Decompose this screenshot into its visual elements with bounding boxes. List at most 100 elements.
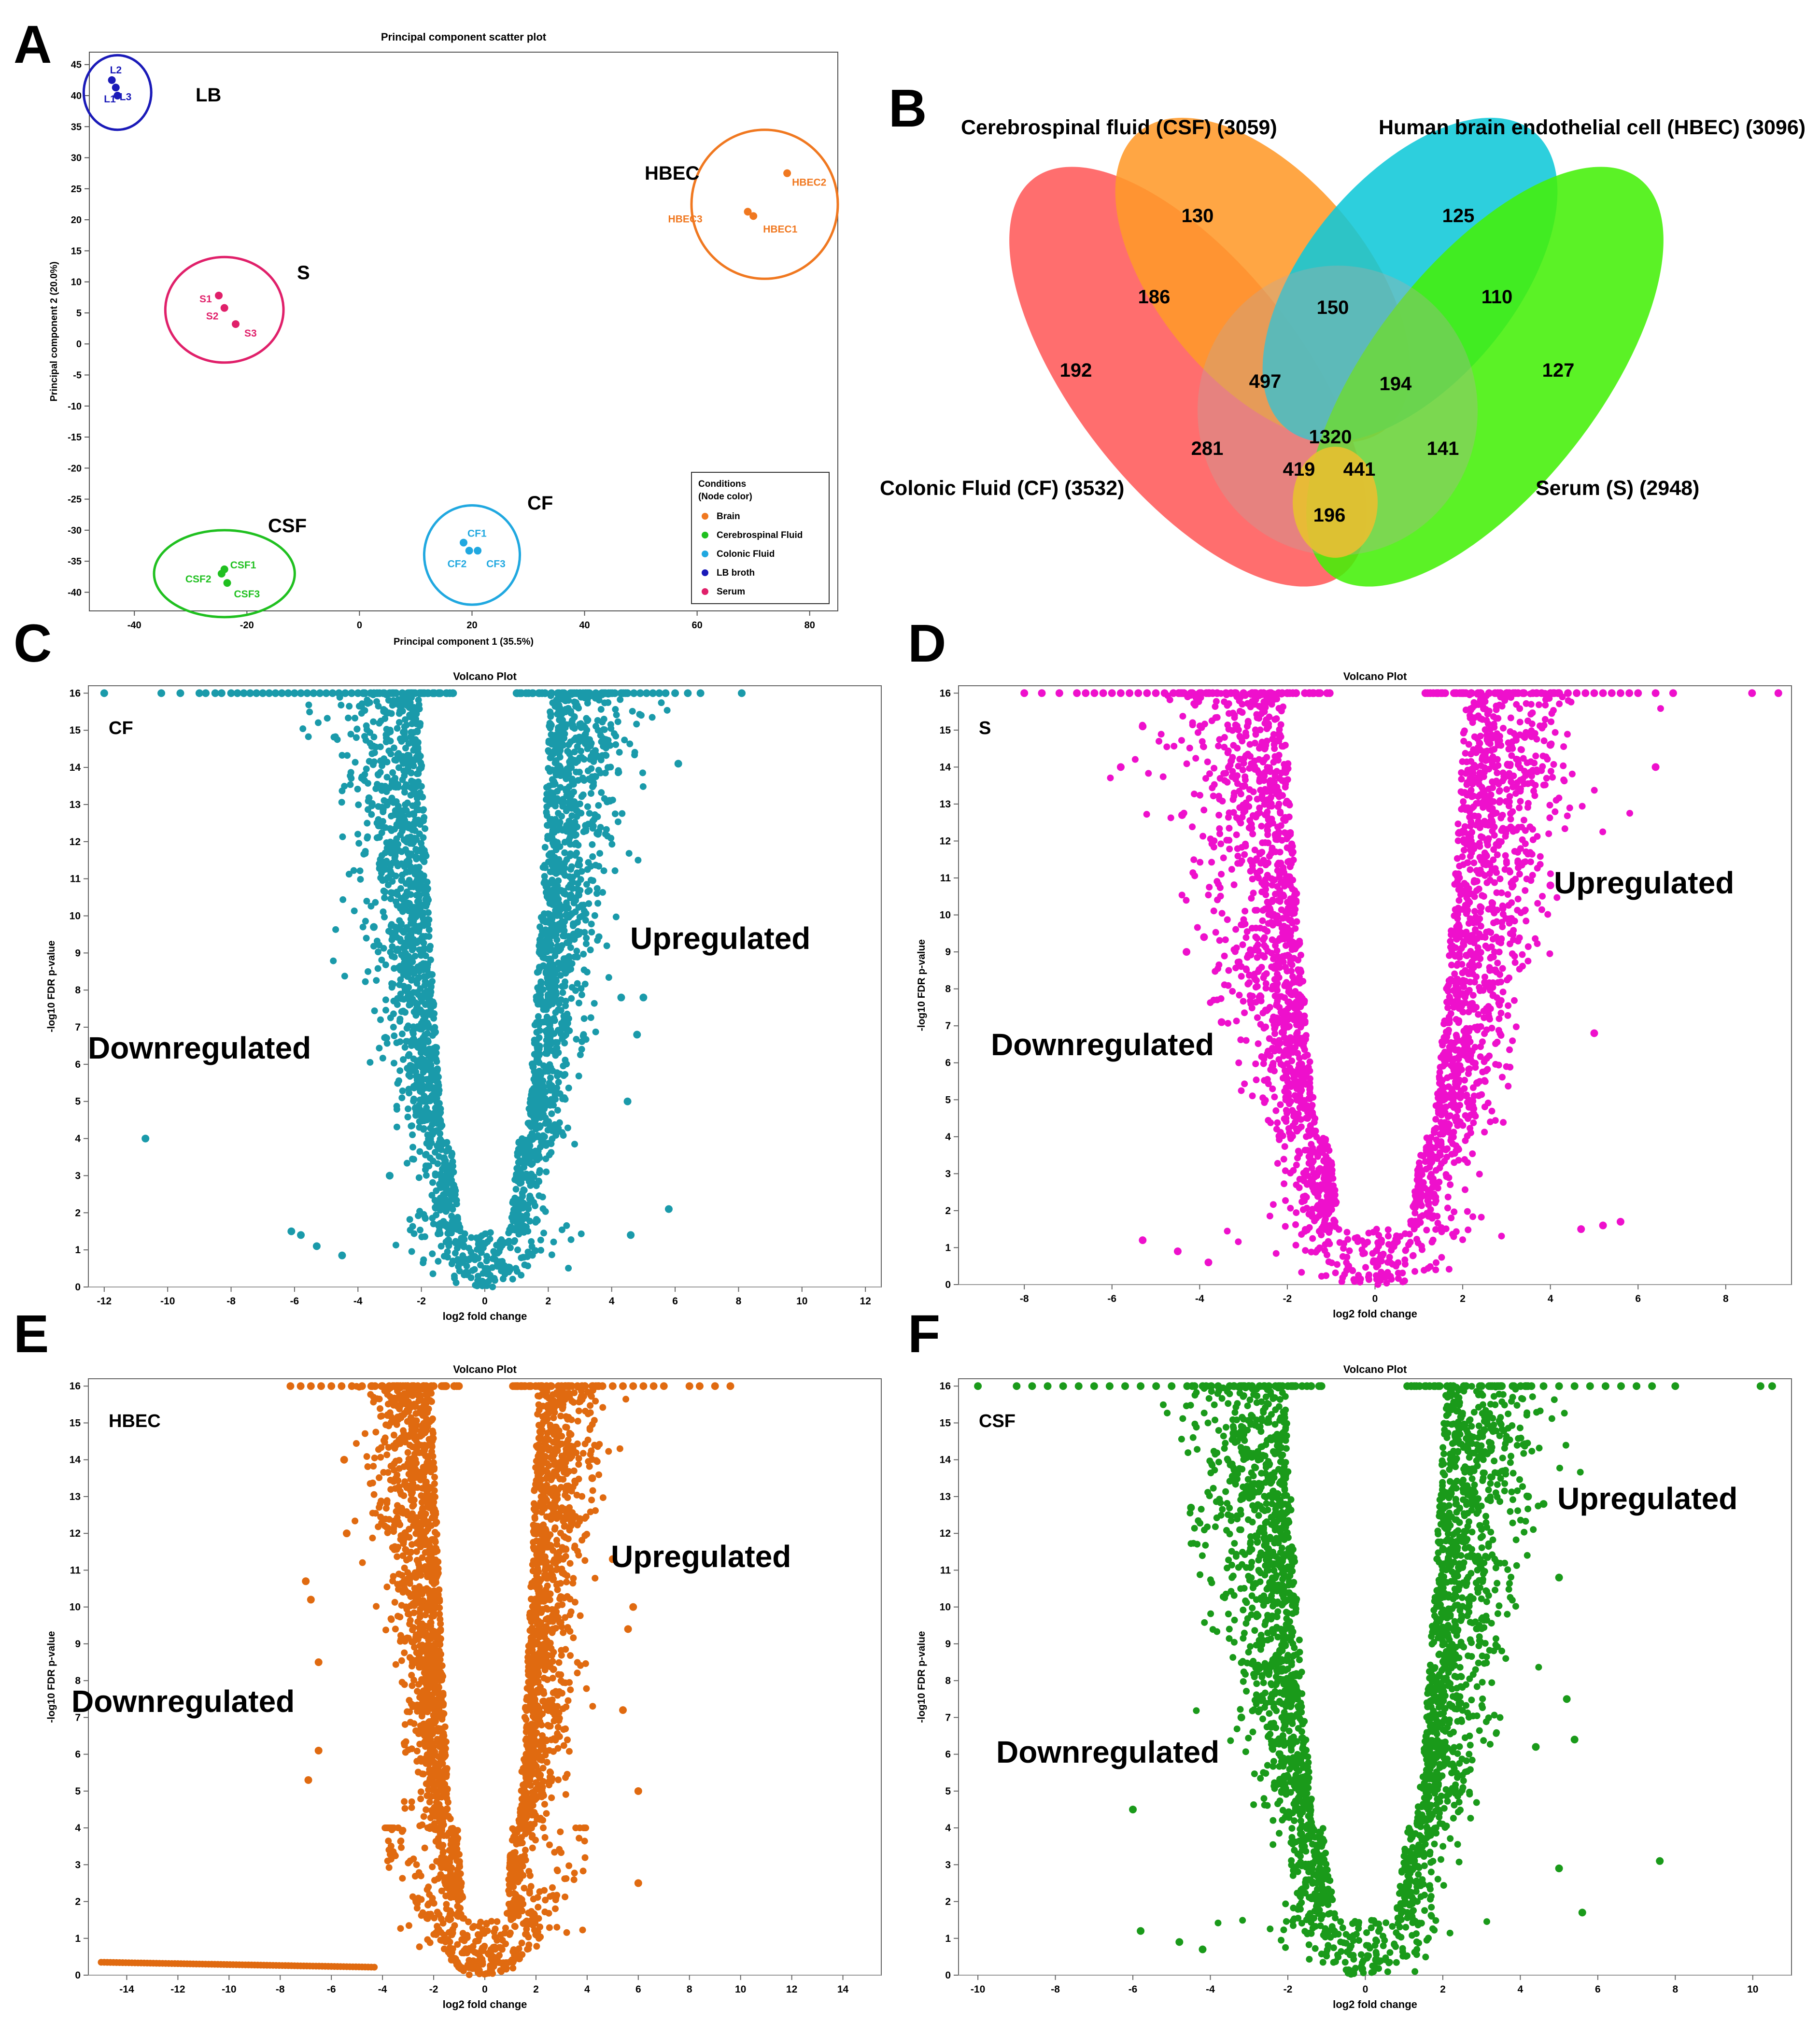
volcano-point xyxy=(334,736,341,743)
volcano-point xyxy=(555,1078,562,1086)
volcano-point xyxy=(437,1184,444,1191)
volcano-point xyxy=(381,715,389,722)
volcano-point xyxy=(397,885,404,892)
volcano-point xyxy=(633,721,640,728)
volcano-point xyxy=(542,1155,550,1162)
volcano-point xyxy=(534,969,541,976)
volcano-point xyxy=(414,848,421,855)
volcano-point xyxy=(1214,896,1221,904)
volcano-point xyxy=(430,1084,437,1091)
volcano-point xyxy=(463,1262,470,1270)
volcano-point xyxy=(429,1158,437,1165)
volcano-point xyxy=(330,957,337,964)
volcano-point xyxy=(1499,965,1506,972)
pca-legend-swatch xyxy=(702,588,708,595)
volcano-point xyxy=(1242,907,1249,915)
volcano-point xyxy=(413,855,420,863)
volcano-point xyxy=(339,833,346,840)
volcano-point xyxy=(1438,1224,1445,1231)
volcano-point xyxy=(528,1151,536,1159)
volcano-point xyxy=(573,1035,580,1043)
volcano-x-tick-label: -2 xyxy=(1283,1293,1292,1304)
volcano-point xyxy=(1178,891,1185,899)
volcano-point xyxy=(580,756,588,763)
volcano-point xyxy=(580,777,588,784)
volcano-point xyxy=(1510,997,1518,1004)
volcano-point xyxy=(408,1248,415,1255)
volcano-point xyxy=(554,788,561,795)
volcano-point xyxy=(1384,1226,1392,1233)
volcano-point xyxy=(401,789,408,796)
volcano-point xyxy=(566,833,574,840)
volcano-point xyxy=(420,876,427,883)
volcano-point xyxy=(403,1038,410,1045)
volcano-point xyxy=(345,871,353,878)
volcano-point xyxy=(378,852,385,859)
volcano-point xyxy=(566,803,573,810)
volcano-point xyxy=(594,900,602,907)
volcano-point xyxy=(449,1150,456,1158)
volcano-point xyxy=(347,731,354,738)
volcano-x-tick-label: 0 xyxy=(482,1296,488,1307)
volcano-point xyxy=(1267,1119,1274,1126)
volcano-y-tick-label: 6 xyxy=(945,1058,951,1069)
volcano-point xyxy=(533,1029,540,1036)
volcano-point xyxy=(362,978,369,985)
volcano-point xyxy=(573,768,580,776)
volcano-point xyxy=(415,892,422,899)
volcano-point xyxy=(1470,859,1478,866)
volcano-point xyxy=(574,869,581,877)
volcano-point xyxy=(597,706,605,713)
volcano-point xyxy=(391,756,398,764)
volcano-point xyxy=(563,1222,570,1229)
volcano-point xyxy=(378,956,385,963)
volcano-point xyxy=(1298,1269,1305,1276)
volcano-point xyxy=(582,827,590,834)
pca-x-tick-label: 60 xyxy=(692,620,703,631)
volcano-x-tick-label: -2 xyxy=(417,1296,426,1307)
volcano-point xyxy=(528,1130,536,1137)
volcano-point xyxy=(1547,768,1554,775)
volcano-x-tick-label: 4 xyxy=(609,1296,615,1307)
volcano-point xyxy=(521,1149,528,1156)
volcano-point xyxy=(1456,863,1463,870)
volcano-point xyxy=(1509,808,1516,815)
pca-point-label: S1 xyxy=(199,294,212,305)
volcano-point xyxy=(1478,1214,1485,1221)
volcano-point xyxy=(1443,1153,1451,1160)
volcano-point xyxy=(1481,1030,1488,1037)
volcano-capped-point xyxy=(662,689,670,697)
volcano-point xyxy=(442,1238,450,1245)
volcano-point xyxy=(1206,884,1213,891)
volcano-x-tick-label: -8 xyxy=(226,1296,236,1307)
volcano-y-tick-label: 10 xyxy=(940,910,951,921)
volcano-point xyxy=(1514,937,1522,945)
volcano-point xyxy=(562,1057,569,1064)
volcano-point xyxy=(423,1108,431,1115)
volcano-y-tick-label: 7 xyxy=(945,1020,951,1032)
volcano-point xyxy=(398,1030,406,1037)
volcano-point xyxy=(583,968,591,976)
volcano-point xyxy=(402,781,409,788)
volcano-point xyxy=(1522,887,1529,894)
volcano-point xyxy=(567,850,574,857)
volcano-point xyxy=(1444,1204,1451,1212)
volcano-y-tick-label: 3 xyxy=(945,1168,951,1179)
volcano-y-tick-label: 11 xyxy=(70,874,81,885)
volcano-point xyxy=(422,919,429,927)
volcano-point xyxy=(351,907,358,915)
pca-group-label: HBEC xyxy=(645,163,699,184)
pca-point xyxy=(474,547,482,555)
volcano-point xyxy=(382,961,389,968)
volcano-point xyxy=(1477,1043,1484,1050)
volcano-point xyxy=(1534,940,1541,947)
volcano-point xyxy=(1498,703,1506,710)
volcano-point xyxy=(344,752,351,759)
volcano-point xyxy=(585,900,593,907)
volcano-point xyxy=(433,1058,440,1065)
volcano-point xyxy=(514,1246,522,1254)
volcano-point xyxy=(432,1204,439,1212)
pca-point-label: L3 xyxy=(120,91,132,102)
volcano-point xyxy=(1244,980,1252,988)
volcano-point xyxy=(382,734,390,741)
